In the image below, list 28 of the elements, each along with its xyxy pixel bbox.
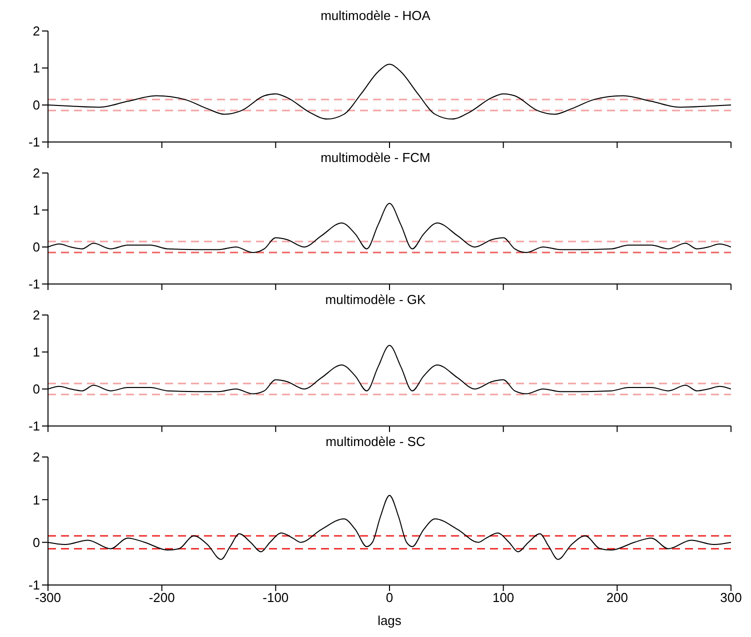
x-tick-label: -200	[148, 590, 175, 606]
y-tick-label: -1	[28, 578, 40, 593]
y-tick-label: 0	[32, 240, 40, 255]
x-tick-label: 0	[386, 590, 394, 606]
chart-title: multimodèle - GK	[324, 292, 427, 309]
y-tick-label: 1	[32, 492, 40, 508]
y-tick-label: 0	[32, 534, 40, 550]
y-tick-label: -1	[28, 418, 40, 434]
y-tick-label: 0	[32, 98, 40, 113]
y-tick-label: 2	[32, 450, 40, 465]
y-tick-label: 0	[32, 382, 40, 397]
x-tick-label: 300	[720, 590, 742, 606]
y-tick-label: 2	[32, 166, 40, 181]
x-tick-label: -300	[34, 590, 62, 606]
x-tick-label: 200	[606, 590, 628, 606]
y-tick-label: 2	[32, 308, 40, 323]
chart-title: multimodèle - SC	[324, 434, 426, 451]
y-tick-label: 1	[32, 202, 40, 218]
y-tick-label: 1	[32, 344, 40, 360]
y-tick-label: 2	[32, 24, 40, 39]
x-tick-label: -100	[262, 590, 289, 606]
x-tick-label: 100	[492, 590, 514, 606]
y-tick-label: -1	[28, 134, 40, 150]
chart-title: multimodèle - HOA	[320, 8, 432, 25]
chart-title: multimodèle - FCM	[320, 150, 432, 167]
y-tick-label: 1	[32, 60, 40, 76]
y-tick-label: -1	[28, 276, 40, 292]
x-axis-title: lags	[378, 613, 402, 628]
